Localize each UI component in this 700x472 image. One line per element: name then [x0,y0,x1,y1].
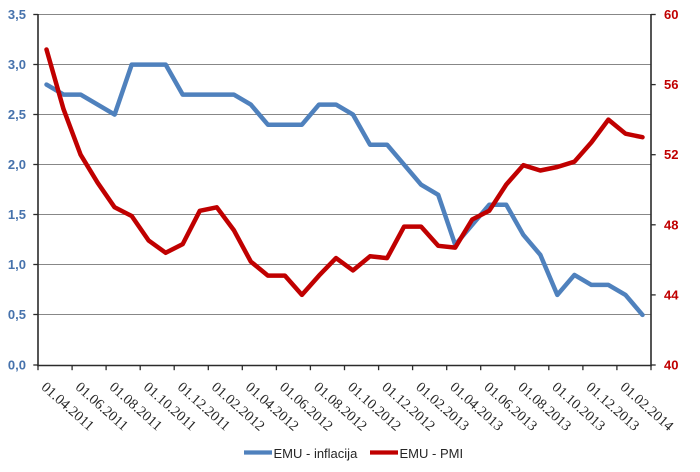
svg-text:3,0: 3,0 [8,57,26,72]
svg-text:56: 56 [664,77,678,92]
svg-text:2,0: 2,0 [8,157,26,172]
svg-text:EMU - PMI: EMU - PMI [400,446,464,461]
svg-text:48: 48 [664,217,678,232]
svg-text:2,5: 2,5 [8,107,26,122]
svg-text:1,5: 1,5 [8,207,26,222]
svg-text:3,5: 3,5 [8,7,26,22]
svg-text:0,5: 0,5 [8,307,26,322]
svg-text:44: 44 [664,287,679,302]
svg-text:1,0: 1,0 [8,257,26,272]
svg-text:0,0: 0,0 [8,358,26,373]
svg-text:60: 60 [664,7,678,22]
svg-text:EMU - inflacija: EMU - inflacija [274,446,359,461]
svg-text:52: 52 [664,147,678,162]
svg-text:40: 40 [664,358,678,373]
